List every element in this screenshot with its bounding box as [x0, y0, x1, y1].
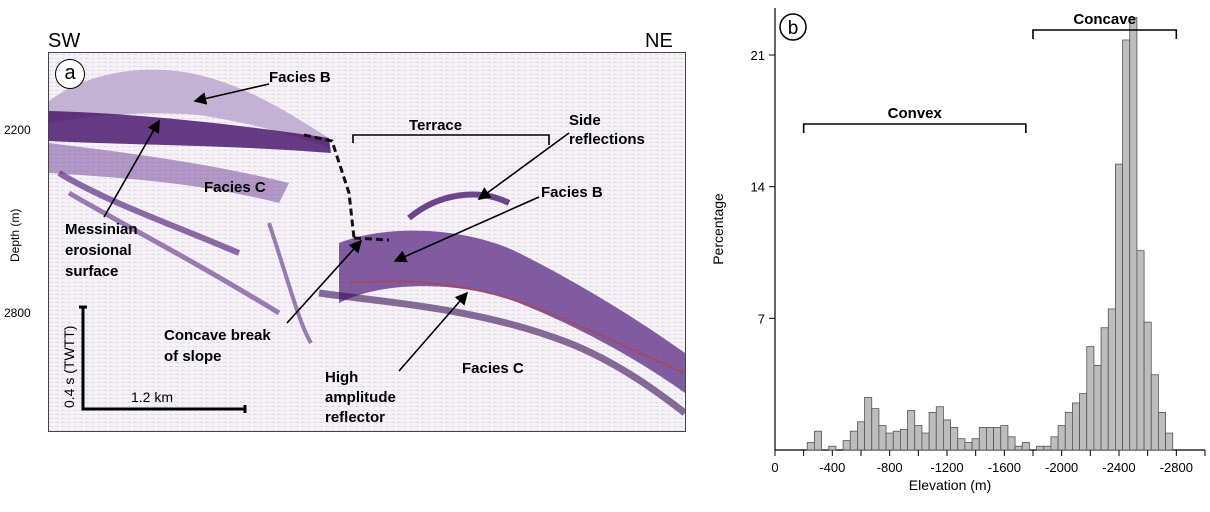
histogram-bar	[950, 427, 959, 451]
histogram-bar	[1043, 445, 1052, 451]
histogram-bar	[943, 419, 951, 451]
histogram-bar	[814, 430, 822, 451]
label-facies-c-left: Facies C	[204, 179, 266, 196]
scale-horizontal-label: 1.2 km	[131, 389, 174, 405]
label-facies-b-top: Facies B	[269, 69, 331, 86]
histogram-bar	[1129, 17, 1138, 451]
label-messinian-surface: Messinian erosional surface	[65, 221, 138, 280]
histogram-bar	[1093, 364, 1102, 451]
seismic-panel: SW NE Depth (m) 2200 2800	[4, 30, 686, 432]
direction-sw: SW	[48, 30, 81, 52]
depth-tick-2800: 2800	[4, 306, 31, 320]
direction-ne: NE	[645, 30, 673, 52]
histogram-bar	[1122, 39, 1131, 451]
depth-tick-2200: 2200	[4, 123, 31, 137]
histogram-bar	[900, 428, 908, 451]
x-tick-label: -400	[819, 460, 845, 475]
histogram-bar	[1064, 411, 1073, 451]
histogram-bar	[1079, 393, 1088, 451]
histogram-bar	[878, 425, 887, 451]
histogram-bar	[921, 432, 930, 451]
histogram-bar	[1007, 436, 1016, 451]
histogram-bar	[842, 440, 851, 451]
y-tick-label: 14	[751, 180, 765, 195]
depth-axis-label: Depth (m)	[8, 208, 22, 262]
histogram-bar	[971, 438, 980, 451]
elevation-histogram: 0 -400 -800 -1200 -1600 -2000 -2400 -2800 7 14 21 E…	[710, 8, 1206, 493]
histogram-bar	[1143, 321, 1152, 451]
annotation-arrows	[103, 83, 570, 372]
x-tick-label: -800	[877, 460, 903, 475]
x-tick-label: -1600	[988, 460, 1021, 475]
panel-letter-a: a	[55, 59, 85, 89]
histogram-bar	[978, 427, 987, 451]
histogram-bar	[1136, 250, 1145, 451]
histogram-bar	[857, 421, 865, 451]
convex-bracket	[802, 123, 1027, 133]
histogram-bar	[1107, 308, 1116, 451]
histogram-bar	[885, 432, 894, 451]
x-tick-label: 0	[771, 460, 778, 475]
histogram-bar	[993, 427, 1002, 451]
histogram-bar	[907, 410, 916, 451]
label-concave-break: Concave break of slope	[164, 327, 271, 365]
histogram-bar	[1072, 402, 1080, 451]
x-tick-label: -2000	[1045, 460, 1078, 475]
histogram-bar	[1036, 445, 1045, 451]
label-high-amplitude: High amplitude reflector	[325, 369, 396, 426]
y-axis-title: Percentage	[710, 193, 726, 265]
histogram-bar	[957, 438, 966, 451]
x-axis-title: Elevation (m)	[909, 477, 991, 493]
histogram-bar	[928, 411, 937, 451]
histogram-bar	[914, 425, 923, 451]
histogram-bar	[828, 445, 837, 451]
histogram-panel: 0 -400 -800 -1200 -1600 -2000 -2400 -2800 7 14 21 E…	[700, 0, 1210, 507]
scale-vertical-label: 0.4 s (TWTT)	[61, 325, 77, 408]
panel-letter-b: b	[788, 18, 799, 39]
histogram-bar	[864, 396, 873, 451]
histogram-bar	[1165, 432, 1174, 451]
scale-bars	[79, 305, 247, 413]
histogram-bar	[1086, 346, 1095, 451]
y-tick-label: 21	[751, 48, 765, 63]
histogram-bar	[1014, 445, 1023, 451]
y-tick-label: 7	[758, 311, 765, 326]
seismic-reflections	[49, 53, 685, 431]
histogram-bar	[986, 427, 994, 451]
panel-letter-b-circle	[779, 13, 807, 41]
histogram-bar	[1158, 411, 1166, 451]
histogram-bar	[964, 442, 973, 451]
label-side-reflections: Side reflections	[569, 112, 645, 148]
x-tick-label: -2800	[1160, 460, 1193, 475]
seismic-profile-image: a Facies B Terrace Side reflections Faci…	[48, 52, 686, 432]
histogram-bar	[806, 442, 815, 451]
histogram-bar	[849, 430, 858, 451]
histogram-bar	[892, 430, 901, 451]
label-facies-b-mid: Facies B	[541, 184, 603, 201]
concave-bracket	[1032, 29, 1178, 39]
histogram-bar	[935, 406, 944, 451]
x-tick-label: -1200	[930, 460, 963, 475]
histogram-bar	[1150, 374, 1159, 451]
convex-label: Convex	[888, 105, 943, 122]
concave-label: Concave	[1073, 11, 1136, 28]
histogram-bar	[1100, 327, 1109, 451]
histogram-bar	[1000, 425, 1009, 451]
x-tick-label: -2400	[1102, 460, 1135, 475]
histogram-bar	[1021, 442, 1030, 451]
label-facies-c-right: Facies C	[462, 360, 524, 377]
histogram-bar	[1057, 425, 1066, 451]
histogram-bar	[1115, 163, 1123, 451]
histogram-bar	[871, 408, 880, 451]
histogram-bar	[1050, 436, 1059, 451]
label-terrace: Terrace	[409, 117, 463, 134]
